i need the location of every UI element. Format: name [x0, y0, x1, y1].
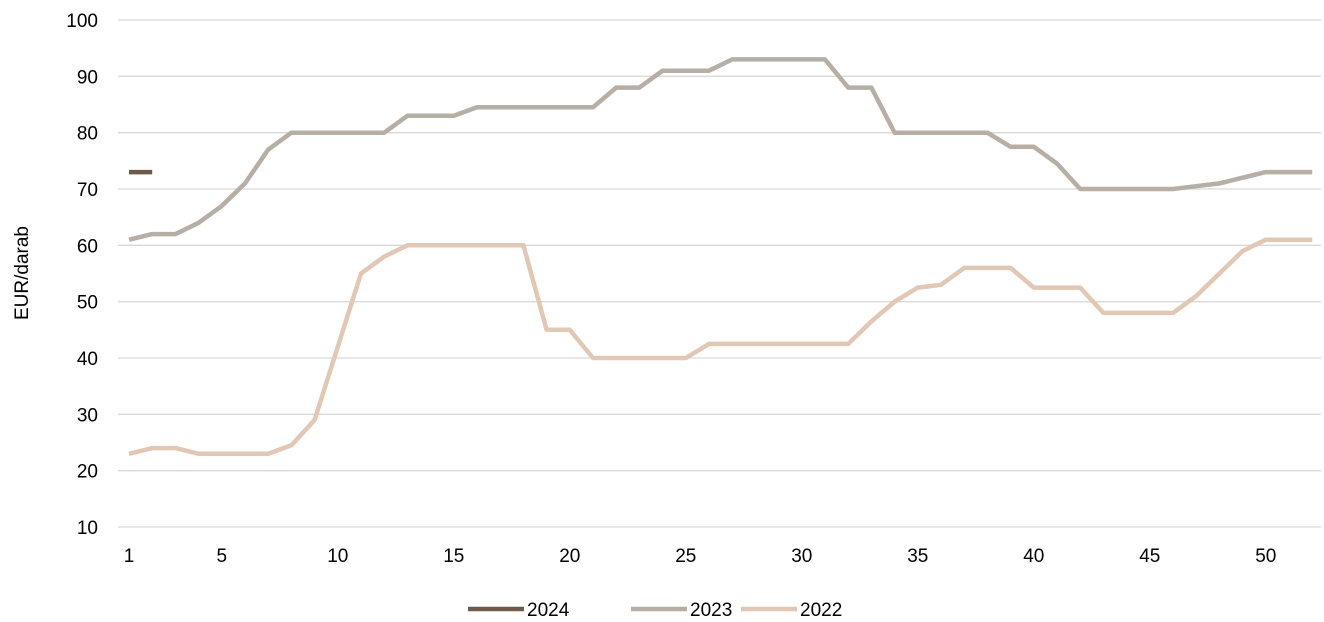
y-tick-label: 80 [77, 124, 98, 145]
x-tick-label: 5 [217, 546, 228, 567]
y-tick-label: 70 [77, 180, 98, 201]
x-tick-label: 50 [1255, 546, 1276, 567]
legend-label-2022: 2022 [800, 600, 842, 621]
gridlines [118, 19, 1321, 528]
series-lines [128, 57, 1313, 457]
legend-label-2023: 2023 [690, 600, 732, 621]
legend-label-2024: 2024 [527, 600, 570, 621]
x-tick-label: 10 [327, 546, 348, 567]
y-tick-label: 60 [77, 236, 98, 257]
y-tick-label: 20 [77, 462, 98, 483]
y-tick-label: 30 [77, 405, 98, 426]
x-tick-label: 25 [675, 546, 696, 567]
y-tick-label: 90 [77, 67, 98, 88]
y-tick-label: 40 [77, 349, 98, 370]
series-line-2022 [128, 237, 1313, 457]
y-tick-label: 10 [77, 518, 98, 539]
x-tick-label: 35 [907, 546, 928, 567]
x-tick-label: 1 [124, 546, 135, 567]
legend: 2024 2023 2022 [468, 600, 842, 621]
x-tick-label: 15 [443, 546, 464, 567]
x-tick-label: 20 [559, 546, 580, 567]
y-tick-label: 100 [66, 11, 98, 32]
x-tick-label: 45 [1139, 546, 1160, 567]
y-tick-label: 50 [77, 293, 98, 314]
x-tick-label: 30 [791, 546, 812, 567]
x-tick-label: 40 [1023, 546, 1044, 567]
series-line-2023 [128, 57, 1313, 242]
x-axis-tick-labels: 1 5 10 15 20 25 30 35 40 45 50 [124, 546, 1277, 567]
y-axis-tick-labels: 10 20 30 40 50 60 70 80 90 100 [66, 11, 98, 539]
y-axis-title: EUR/darab [12, 226, 33, 320]
